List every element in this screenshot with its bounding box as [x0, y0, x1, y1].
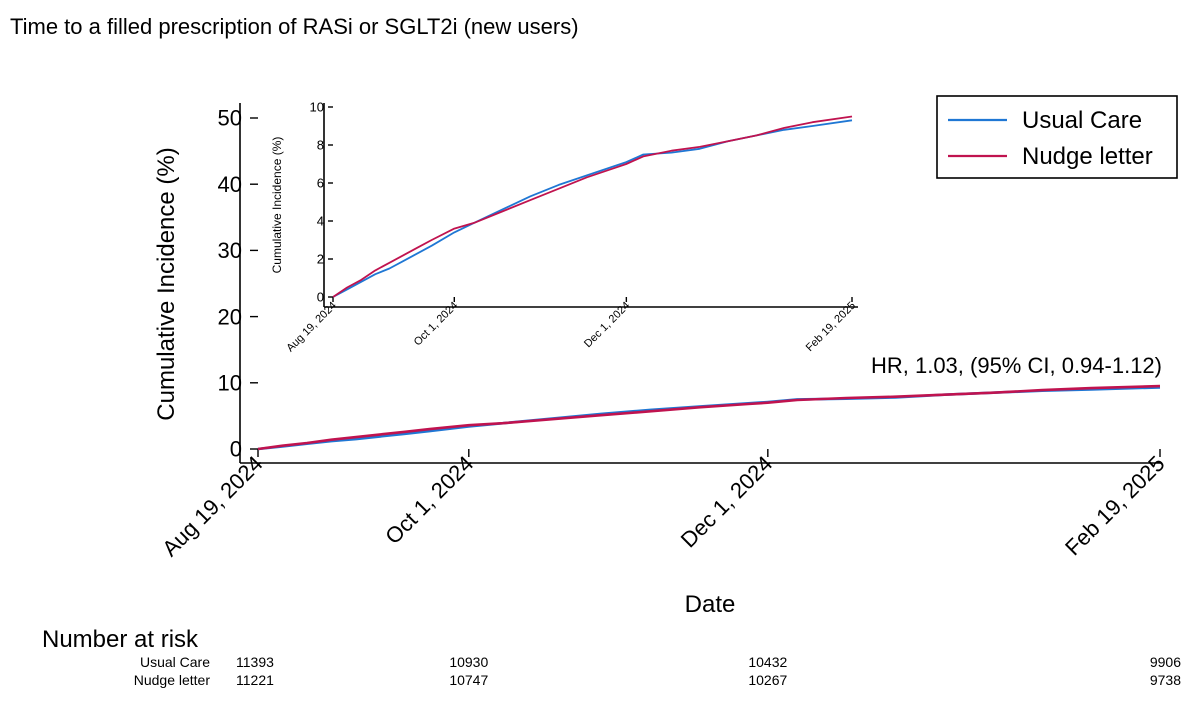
main-x-tick-label: Feb 19, 2025 — [1060, 451, 1169, 560]
risk-value-nudge-letter: 9738 — [1150, 672, 1181, 688]
main-series-usual-care — [257, 386, 1161, 451]
main-y-tick-label: 40 — [218, 172, 242, 197]
main-y-axis-label: Cumulative Incidence (%) — [153, 147, 180, 420]
number-at-risk-table: Number at risk Usual Care 11393 10930 10432… — [42, 626, 1181, 688]
main-y-tick-label: 50 — [218, 106, 242, 131]
legend: Usual Care Nudge letter — [936, 95, 1178, 179]
risk-value-nudge-letter: 11221 — [236, 672, 274, 688]
risk-value-usual-care: 10930 — [449, 654, 488, 670]
risk-value-usual-care: 9906 — [1150, 654, 1181, 670]
legend-label-nudge-letter: Nudge letter — [1022, 143, 1153, 170]
main-x-tick-label: Oct 1, 2024 — [380, 451, 478, 549]
main-y-tick-label: 20 — [218, 304, 242, 329]
hr-annotation: HR, 1.03, (95% CI, 0.94-1.12) — [871, 353, 1162, 378]
risk-value-usual-care: 11393 — [236, 654, 274, 670]
inset-y-tick-label: 4 — [317, 214, 324, 229]
main-y-tick-label: 0 — [230, 437, 242, 462]
chart-title: Time to a filled prescription of RASi or… — [10, 14, 579, 39]
main-x-axis-label: Date — [685, 591, 736, 618]
main-x-tick-label: Dec 1, 2024 — [676, 451, 778, 553]
risk-row-label-nudge-letter: Nudge letter — [134, 672, 211, 688]
inset-y-tick-label: 0 — [317, 290, 324, 305]
inset-y-tick-label: 8 — [317, 138, 324, 153]
main-y-tick-label: 30 — [218, 238, 242, 263]
inset-y-axis-label: Cumulative Incidence (%) — [270, 137, 284, 274]
inset-background — [262, 96, 868, 368]
main-y-tick-label: 10 — [218, 371, 242, 396]
risk-row-label-usual-care: Usual Care — [140, 654, 210, 670]
legend-box — [936, 95, 1178, 179]
risk-value-nudge-letter: 10747 — [449, 672, 488, 688]
risk-value-usual-care: 10432 — [748, 654, 787, 670]
inset-y-tick-label: 6 — [317, 176, 324, 191]
inset-y-tick-label: 2 — [317, 252, 324, 267]
risk-value-nudge-letter: 10267 — [748, 672, 787, 688]
inset-series-nudge-letter — [332, 115, 853, 298]
legend-label-usual-care: Usual Care — [1022, 107, 1142, 134]
risk-table-title: Number at risk — [42, 626, 199, 653]
main-x-tick-label: Aug 19, 2024 — [157, 451, 267, 561]
inset-y-tick-label: 10 — [310, 100, 324, 115]
main-series-nudge-letter — [257, 384, 1161, 451]
